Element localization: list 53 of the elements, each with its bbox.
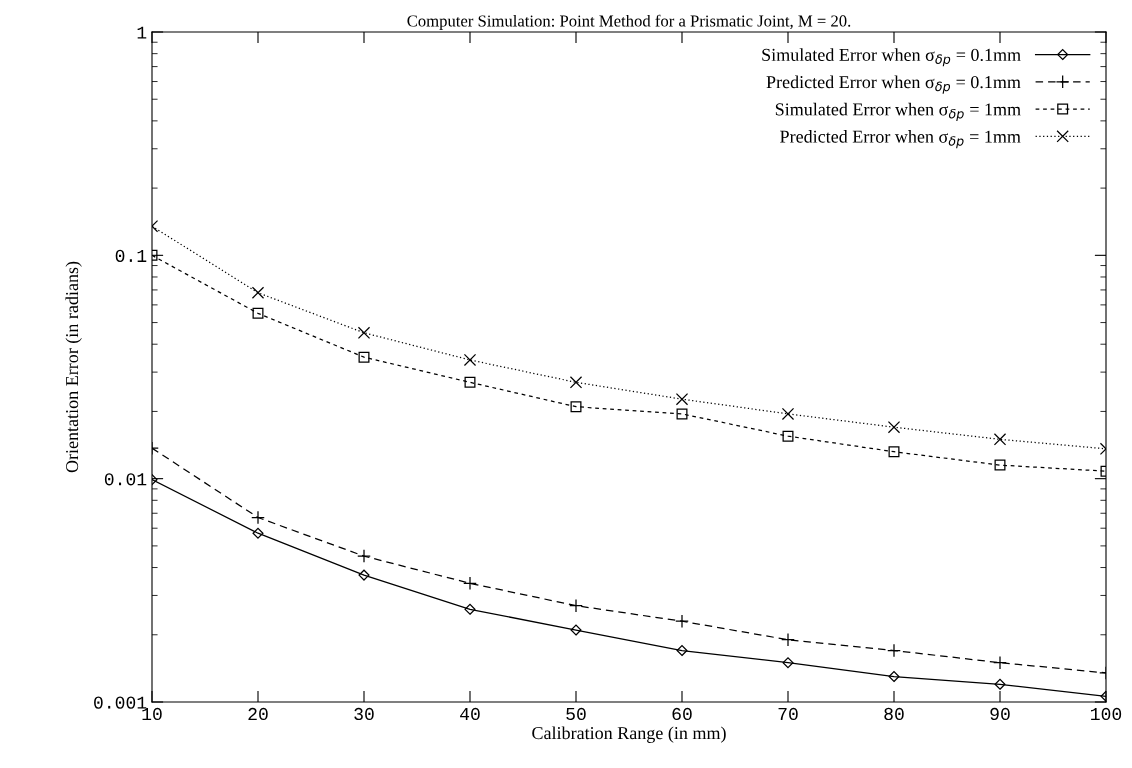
point [781,407,795,421]
y-tick-label: 0.001 [94,696,147,709]
point [675,392,689,406]
legend-label: Predicted Error when σ$_{δp}$ = 0.1mm [766,75,1021,94]
point [781,632,795,647]
point [357,326,371,339]
point [782,430,794,442]
point [251,510,265,525]
x-tick-label: 60 [672,707,692,721]
x-tick-label: 10 [142,707,162,721]
point [463,576,477,591]
point [252,527,264,539]
point [887,643,901,658]
x-tick-label: 50 [566,707,586,721]
legend-label: Simulated Error when σ$_{δp}$ = 1mm [775,102,1021,121]
x-tick-label: 70 [778,707,798,721]
point [993,655,1007,670]
point [570,401,582,413]
x-tick-label: 20 [248,707,268,721]
legend-label: Simulated Error when σ$_{δp}$ = 0.1mm [762,48,1021,67]
point [888,446,900,458]
point [675,614,689,629]
point [358,569,370,581]
x-axis-title: Calibration Range (in mm) [532,726,726,743]
point [357,549,371,563]
x-tick-label: 100 [1091,707,1122,721]
y-tick-label: 0.1 [115,249,147,263]
point [464,376,476,388]
legend-label: Predicted Error when σ$_{δp}$ = 1mm [780,130,1021,149]
point [570,624,582,636]
x-tick-label: 40 [460,707,480,721]
x-tick-label: 80 [884,707,904,721]
point [463,353,477,367]
point [569,376,583,389]
point [358,351,370,363]
x-tick-label: 90 [990,707,1010,721]
y-axis-title: Orientation Error (in radians) [65,261,82,473]
chart-title: Computer Simulation: Point Method for a Prismatic Joint, M = 20. [407,14,851,30]
point [994,678,1006,690]
y-tick-label: 0.01 [104,473,147,486]
point [569,598,583,613]
point [676,408,688,420]
point [887,421,901,434]
point [252,307,264,319]
point [782,657,794,669]
point [676,644,688,657]
x-tick-label: 30 [354,707,374,721]
y-tick-label: 1 [137,26,147,39]
point [464,603,476,615]
point [888,671,900,683]
point [993,433,1007,446]
point [251,286,265,299]
point [994,459,1006,471]
